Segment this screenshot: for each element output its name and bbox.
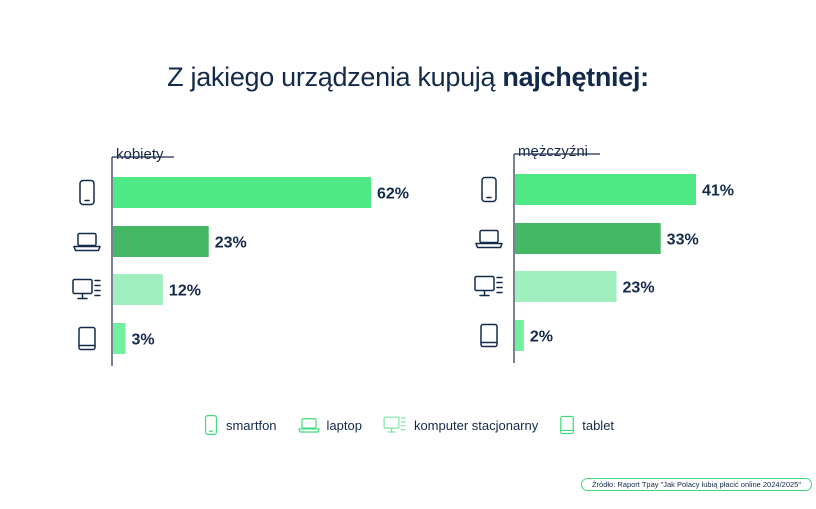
chart-panel-1: 41% 33% 23% 2% (474, 153, 734, 363)
value-label: 2% (530, 329, 553, 346)
tablet-icon (480, 323, 498, 348)
title-bold: najchętniej (502, 62, 641, 92)
desktop-computer-icon (72, 278, 101, 300)
legend-item-laptop: laptop (297, 414, 362, 436)
value-label: 33% (667, 232, 699, 249)
smartphone-icon (79, 179, 95, 206)
laptop-icon (475, 229, 503, 249)
title-regular: Z jakiego urządzenia kupują (167, 62, 503, 92)
bar-komputer-stacjonarny (113, 274, 163, 305)
bar-komputer-stacjonarny (515, 271, 617, 302)
panel-label-kobiety: kobiety (116, 146, 164, 163)
chart-title: Z jakiego urządzenia kupują najchętniej: (0, 62, 816, 93)
laptop-icon (297, 418, 320, 433)
smartphone-icon (481, 176, 497, 203)
value-label: 12% (169, 283, 201, 300)
value-label: 62% (377, 186, 409, 203)
legend-icon-wrap (560, 415, 575, 435)
smartphone-icon (204, 415, 217, 435)
laptop-icon (73, 232, 101, 252)
legend-label: komputer stacjonarny (413, 417, 539, 433)
legend-icon-wrap (204, 415, 217, 435)
tablet-icon (560, 415, 575, 435)
panel-label-mezczyzni: mężczyźni (518, 143, 589, 160)
title-suffix: : (640, 62, 649, 92)
legend-item-smartfon: smartfon (202, 414, 277, 436)
bar-smartfon (113, 177, 371, 208)
value-label: 3% (131, 332, 154, 349)
bar-smartfon (515, 174, 696, 205)
bar-tablet (515, 320, 524, 351)
bar-tablet (113, 323, 126, 354)
legend-item-komputer-stacjonarny: komputer stacjonarny (382, 414, 538, 436)
legend-label: laptop (326, 417, 362, 433)
chart-panel-0: 62% 23% 12% 3% (72, 156, 409, 366)
legend-label: smartfon (225, 417, 277, 433)
desktop-computer-icon (474, 275, 503, 297)
bar-laptop (113, 226, 209, 257)
value-label: 23% (215, 235, 247, 252)
legend-item-tablet: tablet (558, 414, 614, 436)
tablet-icon (78, 326, 96, 351)
legend-label: tablet (582, 417, 615, 433)
bar-laptop (515, 223, 661, 254)
legend-icon-wrap (297, 418, 320, 433)
source-note: Źródło: Raport Tpay "Jak Polacy lubią pł… (580, 478, 812, 491)
legend-icon-wrap (383, 416, 406, 433)
legend: smartfon laptop komputer stacjonarny tablet (0, 414, 816, 436)
desktop-computer-icon (383, 416, 406, 433)
value-label: 23% (623, 280, 655, 297)
value-label: 41% (702, 183, 734, 200)
